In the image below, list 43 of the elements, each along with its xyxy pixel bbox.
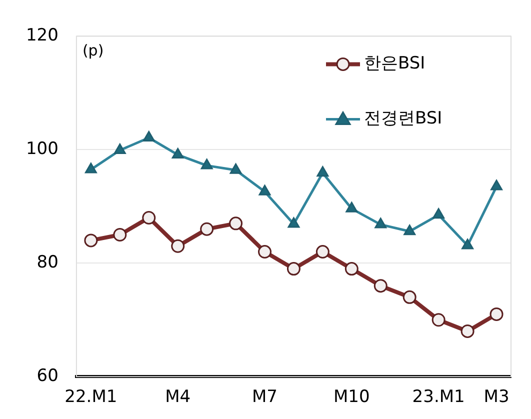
point — [142, 210, 156, 224]
point — [84, 234, 98, 248]
point — [374, 218, 387, 228]
point — [316, 245, 330, 259]
point — [229, 216, 243, 230]
point — [84, 162, 97, 174]
y-tick-label: 80 — [36, 252, 58, 273]
point — [404, 224, 416, 236]
x-tick-label: M10 — [334, 387, 370, 408]
x-tick-label: M7 — [252, 387, 278, 408]
legend-label: 전경련BSI — [364, 108, 442, 129]
x-tick-label: 22.M1 — [64, 387, 118, 408]
point — [316, 166, 329, 177]
point — [374, 279, 388, 293]
point — [200, 158, 213, 170]
point — [258, 184, 271, 196]
point — [288, 217, 300, 228]
point — [171, 239, 185, 253]
point — [490, 180, 502, 190]
point — [432, 313, 446, 327]
point — [460, 324, 474, 338]
x-tick-label: M3 — [484, 387, 510, 408]
point — [402, 290, 416, 304]
y-tick-label: 60 — [36, 366, 58, 386]
x-tick-label: 23.M1 — [412, 387, 465, 408]
point — [142, 131, 155, 142]
y-tick-label: 120 — [26, 26, 58, 46]
point — [346, 202, 358, 212]
point — [490, 307, 504, 321]
x-tick-label: M4 — [165, 387, 191, 408]
point — [462, 238, 474, 250]
y-axis-title: (p) — [82, 42, 104, 60]
y-tick-label: 100 — [26, 139, 58, 160]
point — [113, 228, 127, 242]
point — [230, 163, 242, 174]
point — [200, 222, 214, 236]
point — [258, 245, 272, 259]
legend-label: 한은BSI — [364, 54, 426, 74]
point — [286, 262, 300, 276]
point — [344, 262, 358, 276]
point — [172, 148, 184, 159]
point — [114, 143, 126, 154]
point — [432, 208, 445, 219]
